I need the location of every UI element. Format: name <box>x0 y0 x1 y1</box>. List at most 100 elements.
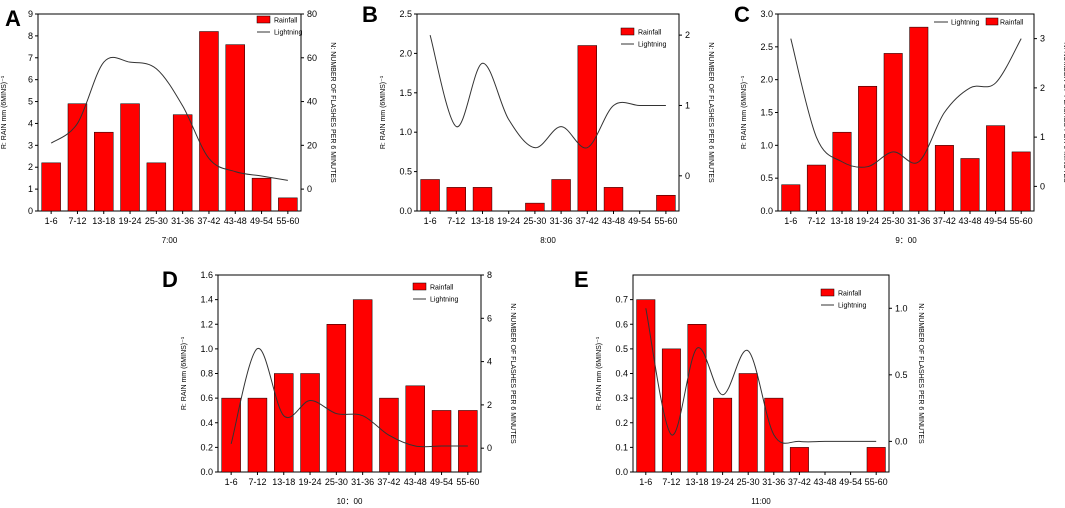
x-tick-label: 19-24 <box>119 216 142 226</box>
y2-tick-label: 0 <box>487 443 492 453</box>
y-tick-label: 3.0 <box>760 9 773 19</box>
x-tick-label: 13-18 <box>471 216 494 226</box>
y-tick-label: 0.4 <box>615 369 628 379</box>
rainfall-bar <box>199 31 219 212</box>
x-tick-label: 1-6 <box>45 216 58 226</box>
x-axis-title: 11:00 <box>751 497 771 506</box>
x-tick-label: 7-12 <box>447 216 465 226</box>
rainfall-bar <box>225 44 245 212</box>
rainfall-bar <box>41 162 61 212</box>
y-tick-label: 0.7 <box>615 295 628 305</box>
y2-tick-label: 2 <box>685 30 690 40</box>
y-tick-label: 2.5 <box>760 42 773 52</box>
y-tick-label: 0.6 <box>200 393 213 403</box>
y-tick-label: 0.4 <box>200 418 213 428</box>
y-tick-label: 4 <box>28 118 33 128</box>
rainfall-bar <box>577 45 597 212</box>
lightning-line <box>790 38 1022 168</box>
x-tick-label: 13-18 <box>685 477 708 487</box>
y-tick-label: 0.3 <box>615 393 628 403</box>
panel-letter: E <box>574 267 589 292</box>
legend-label: Rainfall <box>638 30 662 37</box>
x-tick-label: 1-6 <box>784 216 797 226</box>
y-tick-label: 0.0 <box>760 206 773 216</box>
panel-letter: B <box>362 2 378 27</box>
x-tick-label: 1-6 <box>424 216 437 226</box>
y2-tick-label: 0.5 <box>895 370 908 380</box>
y-tick-label: 1.0 <box>200 344 213 354</box>
x-tick-label: 19-24 <box>497 216 520 226</box>
x-tick-label: 31-36 <box>762 477 785 487</box>
x-tick-label: 43-48 <box>404 477 427 487</box>
rainfall-bar <box>858 85 878 212</box>
x-tick-label: 55-60 <box>654 216 677 226</box>
legend-label: Lightning <box>430 297 459 304</box>
rainfall-bar <box>431 410 452 473</box>
x-tick-label: 25-30 <box>737 477 760 487</box>
rainfall-bar <box>278 197 298 212</box>
lightning-line <box>645 308 877 444</box>
x-tick-label: 37-42 <box>788 477 811 487</box>
y-tick-label: 0.5 <box>399 167 412 177</box>
y-tick-label: 0.2 <box>200 442 213 452</box>
rainfall-bar <box>986 125 1006 212</box>
x-tick-label: 7-12 <box>807 216 825 226</box>
plot-frame <box>416 13 680 212</box>
x-tick-label: 19-24 <box>856 216 879 226</box>
y-tick-label: 0.1 <box>615 442 628 452</box>
rainfall-bar <box>326 324 347 473</box>
legend-label: Lightning <box>838 303 867 310</box>
x-tick-label: 19-24 <box>711 477 734 487</box>
y-tick-label: 0.0 <box>615 467 628 477</box>
rainfall-bar <box>446 187 466 212</box>
x-axis-title: 7:00 <box>162 236 178 245</box>
y2-tick-label: 0.0 <box>895 436 908 446</box>
rainfall-bar <box>274 373 294 473</box>
x-tick-label: 49-54 <box>250 216 273 226</box>
y-tick-label: 7 <box>28 53 33 63</box>
x-axis-title: 9：00 <box>895 236 917 245</box>
legend-label: Rainfall <box>1000 20 1024 27</box>
rainfall-bar <box>781 184 801 212</box>
y-tick-label: 2.5 <box>399 9 412 19</box>
y-tick-label: 0.8 <box>200 369 213 379</box>
rainfall-bar <box>300 373 320 473</box>
legend-label: Rainfall <box>430 285 454 292</box>
rainfall-bar <box>656 194 676 212</box>
x-tick-label: 37-42 <box>197 216 220 226</box>
x-tick-label: 19-24 <box>299 477 322 487</box>
rainfall-bar <box>866 447 886 473</box>
y-tick-label: 0.0 <box>200 467 213 477</box>
y-tick-label: 1.2 <box>200 319 213 329</box>
rainfall-bar <box>420 179 440 212</box>
y-tick-label: 1 <box>28 184 33 194</box>
x-tick-label: 55-60 <box>865 477 888 487</box>
x-tick-label: 1-6 <box>639 477 652 487</box>
x-axis-title: 10：00 <box>337 497 363 506</box>
y2-tick-label: 1 <box>1040 132 1045 142</box>
y2-axis-title: N: NUMBER OF FLASHES PER 6 MINUTES <box>1062 42 1065 183</box>
rainfall-bar <box>832 131 852 212</box>
x-tick-label: 31-36 <box>351 477 374 487</box>
legend-label: Lightning <box>638 42 667 49</box>
y2-tick-label: 0 <box>307 184 312 194</box>
rainfall-bar <box>221 397 241 473</box>
y2-tick-label: 2 <box>487 400 492 410</box>
x-tick-label: 1-6 <box>225 477 238 487</box>
rainfall-bar <box>551 179 571 212</box>
x-tick-label: 43-48 <box>602 216 625 226</box>
rainfall-bar <box>251 177 272 212</box>
rainfall-bar <box>94 131 114 212</box>
legend-bar-swatch <box>620 27 635 36</box>
chart-panel-d: D 0.0 0.2 0.4 0.6 0.8 1.0 1.2 1.4 1.6 0 2 4 6 8 1-6 7-12… <box>162 267 516 506</box>
y-axis-title: R: RAIN mm (6MINS)⁻¹ <box>380 75 387 149</box>
x-tick-label: 55-60 <box>456 477 479 487</box>
y-tick-label: 2.0 <box>760 75 773 85</box>
y-tick-label: 0.2 <box>615 418 628 428</box>
plot-frame <box>37 13 302 212</box>
y2-tick-label: 60 <box>307 53 317 63</box>
x-tick-label: 31-36 <box>171 216 194 226</box>
rainfall-bar <box>934 145 954 212</box>
legend-label: Rainfall <box>838 291 862 298</box>
